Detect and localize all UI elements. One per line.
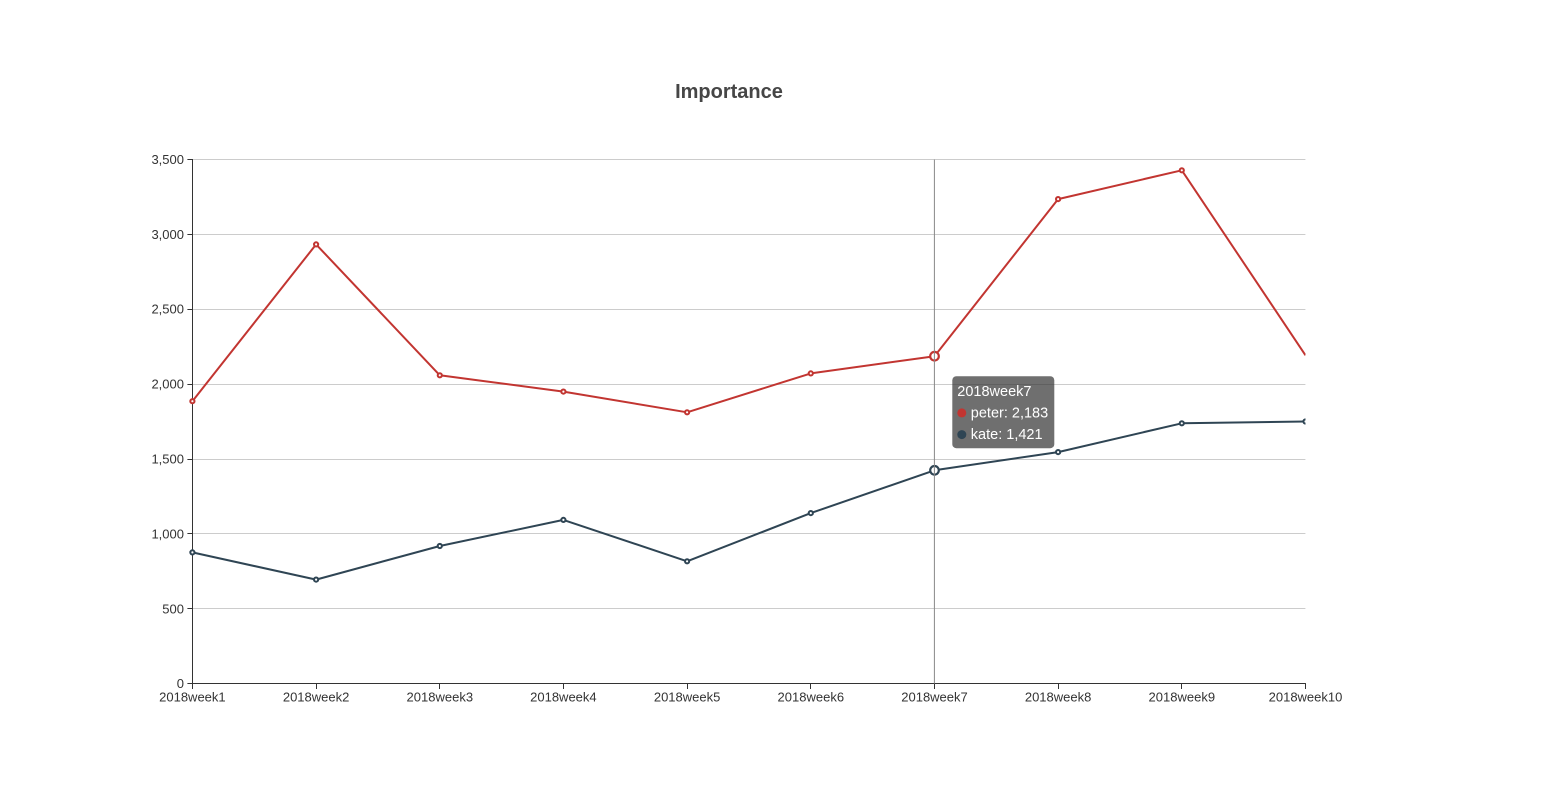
svg-text:500: 500 bbox=[162, 601, 184, 616]
svg-text:2018week3: 2018week3 bbox=[407, 690, 474, 705]
svg-text:2018week8: 2018week8 bbox=[1025, 690, 1092, 705]
svg-text:3,000: 3,000 bbox=[151, 227, 184, 242]
svg-text:1,500: 1,500 bbox=[151, 452, 184, 467]
svg-text:1,000: 1,000 bbox=[151, 526, 184, 541]
svg-text:2018week5: 2018week5 bbox=[654, 690, 721, 705]
svg-text:peter: 2,183: peter: 2,183 bbox=[971, 406, 1048, 422]
svg-text:3,500: 3,500 bbox=[151, 152, 184, 167]
svg-text:2,500: 2,500 bbox=[151, 302, 184, 317]
svg-text:0: 0 bbox=[177, 676, 184, 691]
svg-text:2018week7: 2018week7 bbox=[957, 384, 1031, 400]
svg-text:2018week1: 2018week1 bbox=[159, 690, 226, 705]
svg-text:2018week6: 2018week6 bbox=[778, 690, 845, 705]
svg-text:Importance: Importance bbox=[675, 81, 783, 103]
svg-text:2018week4: 2018week4 bbox=[530, 690, 597, 705]
svg-text:2018week7: 2018week7 bbox=[901, 690, 968, 705]
svg-text:2018week2: 2018week2 bbox=[283, 690, 350, 705]
svg-text:kate: 1,421: kate: 1,421 bbox=[971, 427, 1043, 443]
svg-text:2018week9: 2018week9 bbox=[1149, 690, 1216, 705]
svg-text:2018week10: 2018week10 bbox=[1269, 690, 1343, 705]
svg-text:2,000: 2,000 bbox=[151, 377, 184, 392]
